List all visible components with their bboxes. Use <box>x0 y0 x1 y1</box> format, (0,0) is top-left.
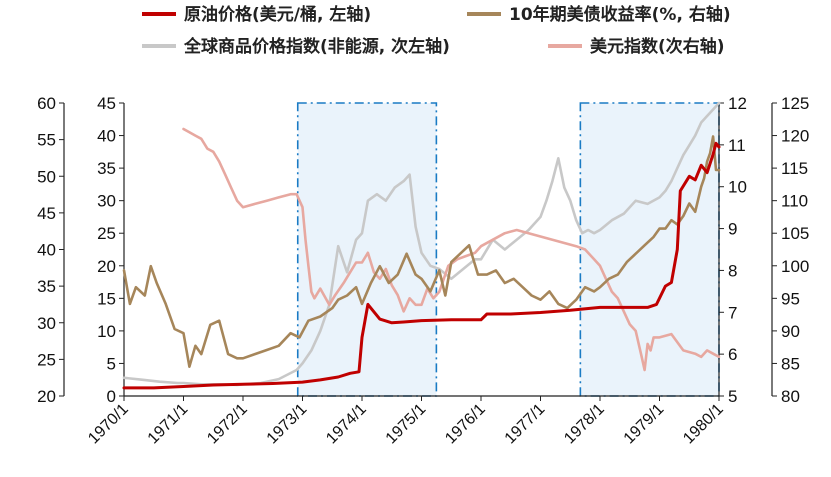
right-tick-label: 11 <box>728 136 746 155</box>
right-tick-label: 12 <box>728 94 747 113</box>
left-tick-label: 60 <box>37 94 56 113</box>
legend-label-crude: 原油价格(美元/桶, 左轴) <box>184 4 371 25</box>
shaded-period-1 <box>296 102 438 397</box>
right-secondary-tick-label: 115 <box>781 159 808 178</box>
left-secondary-tick-label: 15 <box>97 289 116 308</box>
left-secondary-tick-label: 35 <box>97 159 116 178</box>
left-secondary-tick-label: 5 <box>107 354 116 373</box>
legend-label-commodity: 全球商品价格指数(非能源, 次左轴) <box>183 36 450 57</box>
left-secondary-tick-label: 10 <box>97 322 116 341</box>
shaded-periods <box>296 102 720 397</box>
legend-label-usd: 美元指数(次右轴) <box>590 36 725 57</box>
right-secondary-tick-label: 100 <box>781 257 809 276</box>
legend-label-yield10: 10年期美债收益率(%, 右轴) <box>509 4 731 25</box>
right-tick-label: 6 <box>728 345 737 364</box>
left-tick-label: 50 <box>37 167 56 186</box>
x-tick-label: 1977/1 <box>502 401 549 448</box>
right-secondary-tick-label: 120 <box>781 127 809 146</box>
right-tick-label: 10 <box>728 178 747 197</box>
right-secondary-tick-label: 80 <box>781 387 800 406</box>
series-line-commodity <box>122 101 721 387</box>
x-tick-label: 1971/1 <box>145 401 192 448</box>
x-tick-label: 1970/1 <box>85 401 132 448</box>
x-tick-label: 1975/1 <box>383 401 430 448</box>
x-tick-label: 1980/1 <box>680 401 727 448</box>
x-tick-label: 1973/1 <box>264 401 311 448</box>
right-secondary-tick-label: 125 <box>781 94 809 113</box>
left-secondary-tick-label: 0 <box>107 387 116 406</box>
right-secondary-tick-label: 95 <box>781 289 800 308</box>
left-secondary-tick-label: 40 <box>97 127 116 146</box>
left-tick-label: 20 <box>37 387 56 406</box>
right-secondary-tick-label: 85 <box>781 354 800 373</box>
series-lines <box>122 101 721 390</box>
right-tick-label: 7 <box>728 303 737 322</box>
x-tick-label: 1978/1 <box>561 401 608 448</box>
series-line-yield10 <box>122 135 721 368</box>
left-tick-label: 25 <box>37 350 56 369</box>
series-line-crude <box>122 141 721 390</box>
left-secondary-tick-label: 45 <box>97 94 116 113</box>
legend: 原油价格(美元/桶, 左轴) 10年期美债收益率(%, 右轴) 全球商品价格指数(非… <box>142 4 731 57</box>
right-secondary-tick-label: 110 <box>781 192 808 211</box>
shaded-period-2 <box>579 102 720 397</box>
series-line-usd <box>182 127 721 372</box>
left-secondary-tick-label: 20 <box>97 257 116 276</box>
right-secondary-tick-label: 105 <box>781 224 809 243</box>
right-tick-label: 5 <box>728 387 737 406</box>
right-secondary-tick-label: 90 <box>781 322 800 341</box>
right-tick-label: 9 <box>728 220 737 239</box>
left-secondary-tick-label: 25 <box>97 224 116 243</box>
left-tick-label: 35 <box>37 277 56 296</box>
x-tick-label: 1972/1 <box>204 401 251 448</box>
left-secondary-tick-label: 30 <box>97 192 116 211</box>
left-tick-label: 30 <box>37 314 56 333</box>
x-tick-label: 1979/1 <box>621 401 668 448</box>
left-tick-label: 40 <box>37 241 56 260</box>
x-tick-label: 1974/1 <box>323 401 370 448</box>
right-tick-label: 8 <box>728 261 737 280</box>
left-tick-label: 55 <box>37 131 56 150</box>
left-tick-label: 45 <box>37 204 56 223</box>
x-tick-label: 1976/1 <box>442 401 489 448</box>
